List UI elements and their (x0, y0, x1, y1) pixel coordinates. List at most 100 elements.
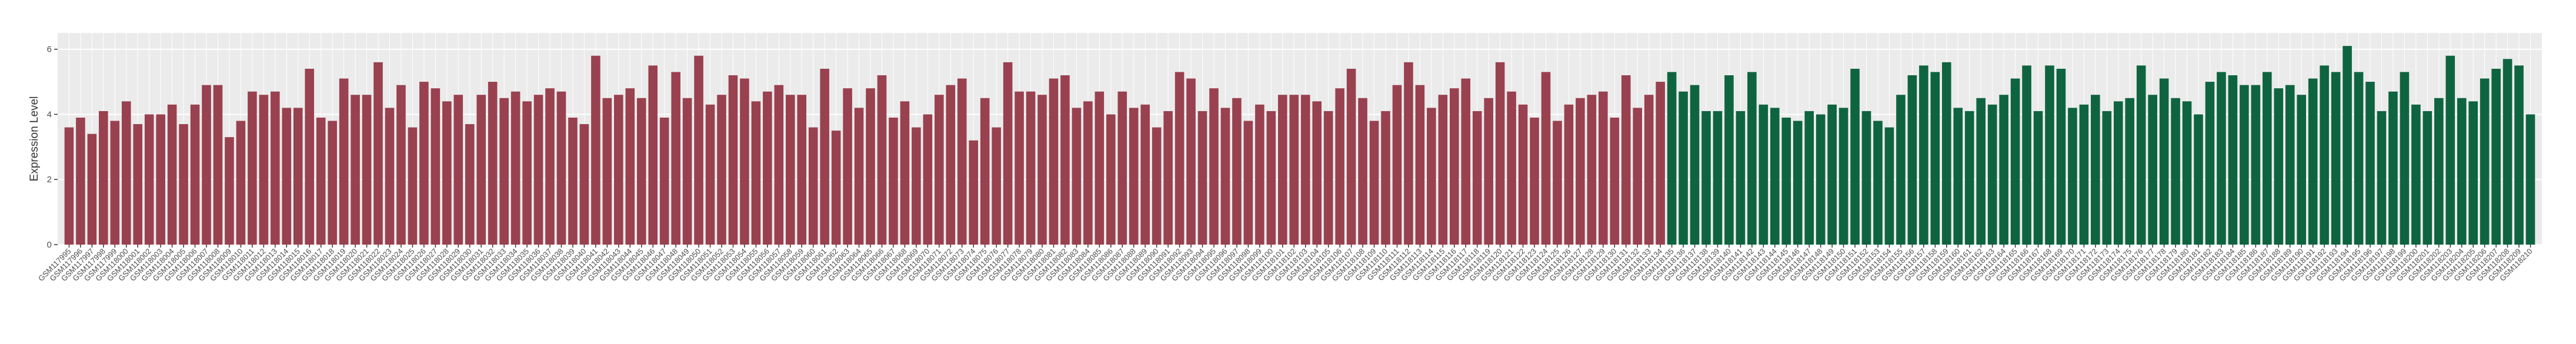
bar (992, 127, 1001, 245)
bar (740, 78, 749, 245)
bar (1117, 91, 1127, 245)
bar (1530, 118, 1539, 245)
bar (1495, 62, 1505, 245)
bar (2502, 59, 2512, 245)
bar (179, 124, 188, 245)
bar (2388, 91, 2398, 245)
bar (1083, 101, 1093, 245)
plot-background (58, 33, 2542, 245)
bar (1037, 95, 1047, 245)
y-tick-label: 2 (47, 175, 52, 185)
bar (1656, 82, 1665, 245)
bar (1163, 111, 1173, 245)
bar (2445, 55, 2455, 245)
bar (912, 127, 921, 245)
bar (1507, 91, 1516, 245)
bar (1255, 104, 1264, 245)
bar (2274, 88, 2284, 245)
bar (900, 101, 910, 245)
bar (2525, 114, 2535, 245)
bar (763, 91, 772, 245)
bar (1129, 108, 1139, 245)
bar (728, 75, 738, 245)
bar (969, 140, 979, 245)
bar (2079, 104, 2089, 245)
bar (1896, 95, 1906, 245)
bar (1289, 95, 1299, 245)
bar (1243, 121, 1253, 245)
bar (1873, 121, 1883, 245)
bar (808, 127, 818, 245)
bar (946, 85, 956, 245)
bar (1427, 108, 1436, 245)
bar (2240, 85, 2249, 245)
bar (122, 101, 131, 245)
bar (2285, 85, 2295, 245)
bar (717, 95, 726, 245)
bar (1976, 98, 1986, 245)
bar (1724, 75, 1734, 245)
bar (271, 91, 280, 245)
bar (786, 95, 795, 245)
bar (408, 127, 418, 245)
bar (522, 101, 532, 245)
bar (1174, 72, 1184, 245)
bar (877, 75, 887, 245)
bar (1026, 91, 1036, 245)
bar (2045, 65, 2054, 245)
bar (282, 108, 292, 245)
bar (957, 78, 967, 245)
bar (2125, 98, 2135, 245)
bar (1907, 75, 1917, 245)
bar (328, 121, 337, 245)
bar (843, 88, 852, 245)
bar (1049, 78, 1059, 245)
bar (316, 118, 326, 245)
bar (2102, 111, 2112, 245)
bar (2365, 82, 2375, 245)
bar (373, 62, 383, 245)
bar (431, 88, 441, 245)
bar (2205, 82, 2215, 245)
bar (1987, 104, 1997, 245)
bar (1369, 121, 1379, 245)
bar (2113, 101, 2123, 245)
bar (293, 108, 303, 245)
bar (2263, 72, 2272, 245)
bar (1930, 72, 1940, 245)
bar (1804, 111, 1814, 245)
bar (694, 55, 703, 245)
bar (831, 131, 841, 245)
bar (797, 95, 807, 245)
bar (156, 114, 165, 245)
bar (1484, 98, 1493, 245)
bar (1759, 104, 1769, 245)
bar (1781, 118, 1791, 245)
bar (2228, 75, 2238, 245)
bar (1335, 88, 1344, 245)
bar (1438, 95, 1448, 245)
bar (1964, 111, 1974, 245)
bar (682, 98, 692, 245)
bar (820, 68, 829, 245)
bar (2457, 98, 2467, 245)
bar (2194, 114, 2203, 245)
bar (99, 111, 108, 245)
bar (1106, 114, 1116, 245)
bar (1392, 85, 1402, 245)
bar (2182, 101, 2192, 245)
bar (1942, 62, 1951, 245)
y-tick-label: 0 (47, 240, 52, 250)
bar (1850, 68, 1860, 245)
y-tick-label: 6 (47, 45, 52, 55)
bar (854, 108, 864, 245)
bar (545, 88, 555, 245)
bar (935, 95, 944, 245)
bar (1312, 101, 1322, 245)
bar (2422, 111, 2432, 245)
y-axis-label: Expression Level (28, 96, 41, 182)
bar (1838, 108, 1848, 245)
bar (2400, 72, 2410, 245)
bar (636, 98, 646, 245)
